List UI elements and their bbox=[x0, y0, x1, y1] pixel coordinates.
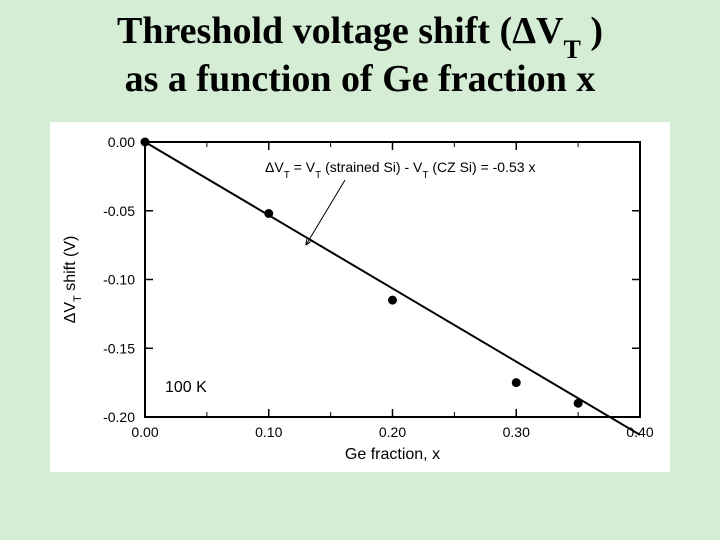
y-tick-label: -0.15 bbox=[103, 340, 135, 356]
annotation-arrow bbox=[306, 180, 345, 245]
data-point bbox=[264, 209, 273, 218]
y-tick-label: -0.10 bbox=[103, 272, 135, 288]
data-point bbox=[141, 138, 150, 147]
title-v: V bbox=[536, 10, 563, 52]
data-point bbox=[512, 378, 521, 387]
x-tick-label: 0.30 bbox=[503, 424, 530, 440]
fit-line bbox=[145, 142, 640, 435]
slide-title: Threshold voltage shift (ΔVT ) as a func… bbox=[0, 0, 720, 102]
chart-container: 0.00 0.10 0.20 0.30 0.40 0.00 -0.05 -0.10 -0.15 -… bbox=[50, 122, 670, 472]
y-axis-label: ΔVT shift (V) bbox=[62, 236, 84, 324]
title-delta: Δ bbox=[512, 10, 536, 52]
equation-label: ΔVT = VT (strained Si) - VT (CZ Si) = -0… bbox=[265, 159, 535, 181]
chart-svg: 0.00 0.10 0.20 0.30 0.40 0.00 -0.05 -0.10 -0.15 -… bbox=[50, 122, 670, 472]
y-tick-label: -0.20 bbox=[103, 409, 135, 425]
x-tick-label: 0.10 bbox=[255, 424, 282, 440]
temperature-label: 100 K bbox=[165, 379, 207, 396]
title-sub: T bbox=[563, 35, 580, 64]
data-point bbox=[574, 399, 583, 408]
y-tick-label: -0.05 bbox=[103, 203, 135, 219]
title-line-1: Threshold voltage shift (ΔVT ) bbox=[117, 10, 603, 52]
data-point bbox=[388, 296, 397, 305]
x-tick-label: 0.40 bbox=[626, 424, 653, 440]
plot-frame bbox=[145, 142, 640, 417]
x-axis-label: Ge fraction, x bbox=[345, 446, 440, 463]
title-line-2: as a function of Ge fraction x bbox=[125, 58, 596, 100]
x-tick-label: 0.20 bbox=[379, 424, 406, 440]
title-suffix: ) bbox=[581, 10, 603, 52]
title-prefix: Threshold voltage shift ( bbox=[117, 10, 512, 52]
y-tick-label: 0.00 bbox=[108, 134, 135, 150]
x-tick-label: 0.00 bbox=[131, 424, 158, 440]
